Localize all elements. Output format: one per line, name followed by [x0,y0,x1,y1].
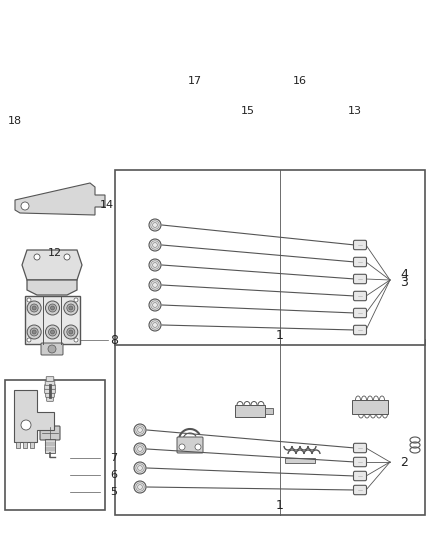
Polygon shape [27,280,77,295]
Circle shape [148,279,161,291]
Circle shape [21,420,31,430]
Circle shape [46,325,60,339]
Text: 7: 7 [110,453,117,463]
Bar [45,439,55,453]
Circle shape [194,444,201,450]
Bar [284,458,314,463]
Text: 1: 1 [276,499,283,512]
Circle shape [48,304,57,312]
Circle shape [27,301,41,315]
Circle shape [134,481,146,493]
Bar [115,340,424,515]
Circle shape [148,319,161,331]
Text: 8: 8 [110,334,118,346]
Circle shape [134,462,146,474]
Text: 5: 5 [110,487,117,497]
Circle shape [74,298,78,302]
FancyBboxPatch shape [353,274,366,284]
FancyBboxPatch shape [353,240,366,249]
FancyBboxPatch shape [353,443,366,453]
Circle shape [34,254,40,260]
Bar [30,442,34,448]
Circle shape [32,330,36,334]
Text: 14: 14 [100,200,114,210]
FancyBboxPatch shape [353,471,366,481]
Circle shape [27,298,31,302]
Bar [351,400,387,414]
FancyBboxPatch shape [45,385,55,389]
Circle shape [64,301,78,315]
Circle shape [30,304,38,312]
Polygon shape [15,183,105,215]
Text: 1: 1 [276,329,283,342]
Text: 2: 2 [399,456,407,469]
Bar [5,380,105,510]
Circle shape [50,330,54,334]
Polygon shape [14,390,54,442]
Circle shape [134,443,146,455]
FancyBboxPatch shape [353,257,366,266]
FancyBboxPatch shape [45,389,55,393]
Text: 18: 18 [8,116,22,126]
FancyBboxPatch shape [353,325,366,335]
Circle shape [67,304,74,312]
Circle shape [148,259,161,271]
Circle shape [64,325,78,339]
Circle shape [148,299,161,311]
Circle shape [69,330,73,334]
Circle shape [69,306,73,310]
Circle shape [50,306,54,310]
Circle shape [27,338,31,342]
Text: 12: 12 [48,248,62,258]
Polygon shape [22,250,82,280]
Circle shape [148,239,161,251]
FancyBboxPatch shape [177,437,202,453]
Circle shape [27,325,41,339]
Circle shape [134,424,146,436]
Bar [115,170,424,345]
Text: 13: 13 [347,106,361,116]
FancyBboxPatch shape [353,292,366,301]
FancyBboxPatch shape [46,377,54,381]
Bar [25,296,80,344]
Circle shape [32,306,36,310]
Circle shape [64,254,70,260]
FancyBboxPatch shape [41,343,63,355]
Circle shape [67,328,74,336]
FancyBboxPatch shape [353,308,366,318]
Circle shape [46,301,60,315]
FancyBboxPatch shape [353,486,366,495]
Bar [23,442,27,448]
Circle shape [179,444,184,450]
Circle shape [74,338,78,342]
Bar [16,442,20,448]
Circle shape [148,219,161,231]
Circle shape [48,328,57,336]
Text: 17: 17 [187,76,201,86]
FancyBboxPatch shape [46,397,53,401]
Text: 16: 16 [292,76,306,86]
FancyBboxPatch shape [353,457,366,467]
Circle shape [30,328,38,336]
Circle shape [48,345,56,353]
Text: 3: 3 [399,277,407,289]
Text: 6: 6 [110,470,117,480]
FancyBboxPatch shape [46,393,54,397]
Circle shape [21,202,29,210]
FancyBboxPatch shape [40,426,60,440]
FancyBboxPatch shape [45,381,55,385]
Bar [265,408,272,414]
Text: 15: 15 [240,106,254,116]
Text: 4: 4 [399,269,407,281]
Bar [234,405,265,417]
